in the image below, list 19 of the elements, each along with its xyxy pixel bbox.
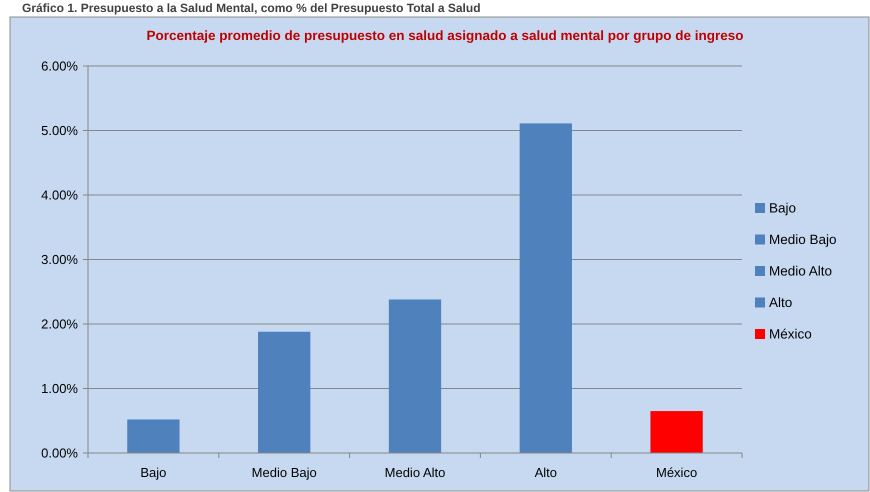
x-tick-label: Bajo: [140, 465, 166, 480]
legend-label: Bajo: [769, 200, 796, 216]
y-tick-label: 3.00%: [41, 252, 78, 268]
legend-label: México: [769, 326, 812, 342]
legend-label: Medio Alto: [769, 264, 832, 279]
legend-label: Medio Bajo: [769, 232, 837, 248]
x-tick-label: Alto: [534, 465, 558, 480]
y-tick-label: 4.00%: [41, 188, 78, 203]
chart-title: Gráfico 1. Presupuesto a la Salud Mental, como % del Presupuesto Total a Salud: [22, 1, 481, 15]
y-tick-label: 6.00%: [41, 58, 78, 74]
chart-subtitle: Porcentaje promedio de presupuesto en salud asignado a salud mental por grupo de ingreso: [146, 28, 744, 43]
y-tick-label: 0.00%: [41, 446, 78, 461]
y-tick-label: 2.00%: [41, 316, 78, 332]
legend-label: Alto: [769, 295, 792, 310]
x-tick-label: Medio Alto: [384, 465, 446, 480]
x-tick-label: México: [656, 465, 698, 480]
x-tick-label: Medio Bajo: [252, 465, 317, 480]
y-tick-label: 5.00%: [41, 123, 78, 138]
y-tick-label: 1.00%: [41, 381, 78, 396]
